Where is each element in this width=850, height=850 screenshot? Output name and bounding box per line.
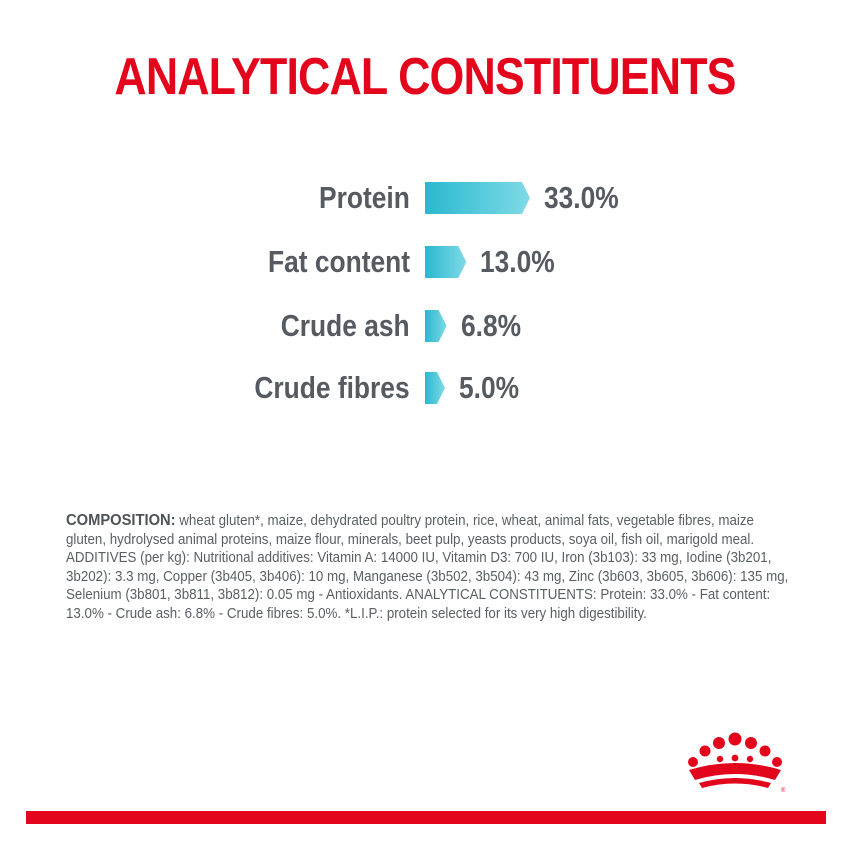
bar: [425, 182, 530, 214]
page-title: ANALYTICAL CONSTITUENTS: [114, 48, 736, 106]
bar-label: Protein: [319, 180, 410, 215]
composition-heading: COMPOSITION:: [66, 512, 176, 529]
composition-text: COMPOSITION: wheat gluten*, maize, dehyd…: [66, 512, 793, 623]
bar: [425, 310, 447, 342]
bar: [425, 246, 467, 278]
bar-value-label: 5.0%: [459, 370, 520, 405]
analytical-constituents-chart: Protein 33.0% Fat content 13.0% Crude ash 6.8…: [254, 180, 619, 405]
composition-body: wheat gluten*, maize, dehydrated poultry…: [66, 513, 789, 622]
crown-icon: ®: [688, 732, 786, 794]
brand-band: [26, 811, 826, 824]
bar-value-label: 6.8%: [460, 308, 521, 343]
bar: [425, 372, 445, 404]
bar-label: Crude ash: [281, 308, 410, 343]
svg-text:®: ®: [781, 787, 786, 794]
bar-value-label: 13.0%: [480, 244, 556, 279]
bar-label: Crude fibres: [254, 370, 410, 405]
bar-label: Fat content: [267, 244, 410, 279]
bar-value-label: 33.0%: [543, 180, 619, 215]
